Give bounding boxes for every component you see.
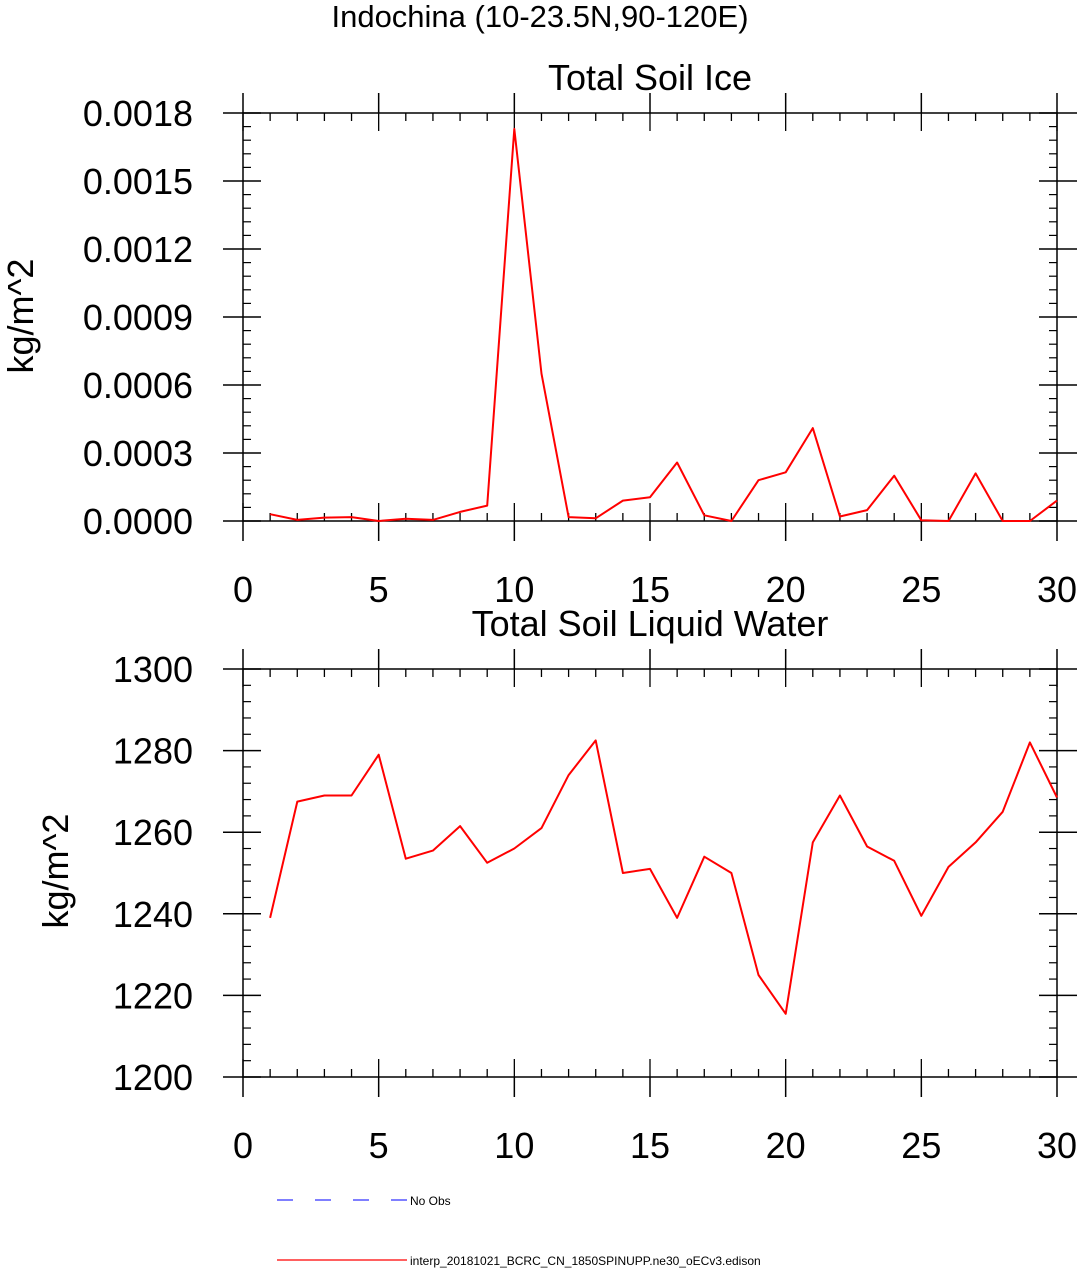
legend-label-no-obs: No Obs	[410, 1194, 451, 1208]
y-tick-label: 0.0009	[83, 297, 193, 338]
panel-title: Total Soil Ice	[548, 57, 752, 98]
x-tick-label: 20	[766, 569, 806, 610]
legend-label-model: interp_20181021_BCRC_CN_1850SPINUPP.ne30…	[410, 1254, 761, 1268]
y-tick-label: 0.0003	[83, 433, 193, 474]
plot-frame	[242, 668, 1058, 1078]
x-tick-label: 0	[233, 569, 253, 610]
figure-suptitle: Indochina (10-23.5N,90-120E)	[331, 0, 748, 34]
y-tick-label: 0.0012	[83, 229, 193, 270]
plot-frame	[242, 112, 1058, 522]
x-tick-label: 30	[1037, 569, 1077, 610]
x-tick-label: 10	[494, 569, 534, 610]
y-axis-label: kg/m^2	[35, 814, 76, 929]
series-line-model	[269, 127, 1058, 522]
y-tick-label: 1260	[113, 812, 193, 853]
x-tick-label: 0	[233, 1125, 253, 1166]
legend: No Obs interp_20181021_BCRC_CN_1850SPINU…	[277, 1194, 761, 1268]
x-tick-label: 25	[901, 1125, 941, 1166]
panel-total-soil-ice: Total Soil Ice kg/m^2 0 5 10 15 20 25 30 0.0000…	[0, 57, 1077, 610]
x-tick-label: 5	[369, 1125, 389, 1166]
y-tick-label: 1240	[113, 894, 193, 935]
series-line-model	[269, 739, 1058, 1015]
y-tick-label: 1220	[113, 975, 193, 1016]
y-tick-label: 0.0006	[83, 365, 193, 406]
x-tick-label: 15	[630, 1125, 670, 1166]
x-tick-label: 25	[901, 569, 941, 610]
y-tick-label: 0.0018	[83, 93, 193, 134]
y-tick-label: 1280	[113, 731, 193, 772]
x-tick-label: 15	[630, 569, 670, 610]
x-tick-label: 20	[766, 1125, 806, 1166]
y-tick-label: 0.0000	[83, 501, 193, 542]
panel-total-soil-liquid-water: Total Soil Liquid Water kg/m^2 0 5 10 15 20 2…	[35, 603, 1077, 1166]
y-axis-label: kg/m^2	[0, 259, 41, 374]
x-tick-label: 5	[369, 569, 389, 610]
y-tick-label: 1200	[113, 1057, 193, 1098]
panel-title: Total Soil Liquid Water	[472, 603, 829, 644]
y-tick-label: 0.0015	[83, 161, 193, 202]
x-tick-label: 10	[494, 1125, 534, 1166]
y-tick-label: 1300	[113, 649, 193, 690]
x-tick-label: 30	[1037, 1125, 1077, 1166]
